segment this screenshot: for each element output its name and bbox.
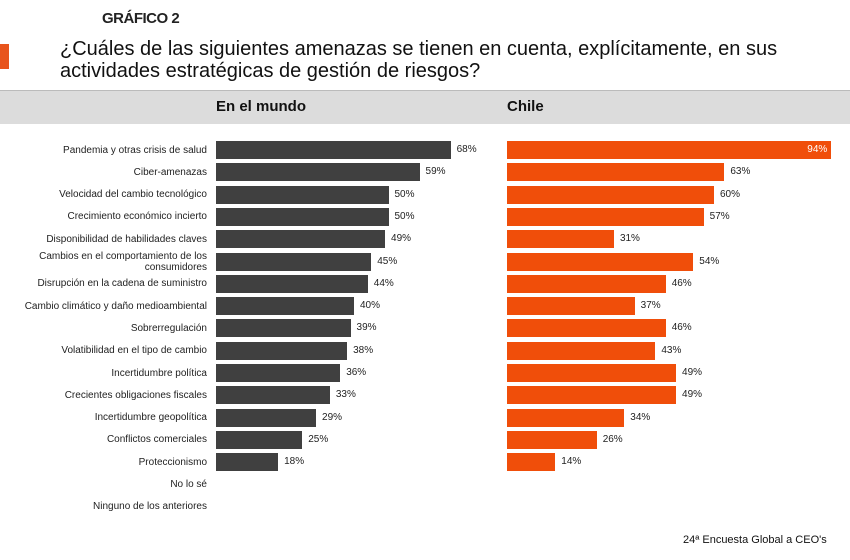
value-label-world: 44% <box>373 277 394 289</box>
bar-world <box>216 341 348 360</box>
value-label-world: 29% <box>322 411 343 423</box>
bar-world <box>216 364 341 382</box>
category-label: Ninguno de los anteriores <box>93 501 207 513</box>
category-label: Cambio climático y daño medioambiental <box>24 300 207 312</box>
bar-world <box>216 319 351 338</box>
bar-chile <box>507 141 832 159</box>
category-label: Conflictos comerciales <box>106 434 207 446</box>
bar-chile <box>507 207 704 226</box>
category-label: Sobrerregulación <box>130 322 207 334</box>
category-label: Volatibilidad en el tipo de cambio <box>61 345 207 357</box>
panel-title-world: En el mundo <box>216 98 306 115</box>
chart-question: ¿Cuáles de las siguientes amenazas se ti… <box>60 38 778 82</box>
bar-world <box>216 207 389 226</box>
category-label: Incertidumbre política <box>111 367 207 379</box>
bar-world <box>216 386 330 405</box>
value-label-chile: 54% <box>699 255 720 267</box>
value-label-chile: 57% <box>709 210 730 222</box>
category-label: Disrupción en la cadena de suministro <box>37 278 207 290</box>
bar-world <box>216 252 372 271</box>
category-label: Incertidumbre geopolítica <box>94 412 207 424</box>
bar-world <box>216 274 368 293</box>
category-label: Velocidad del cambio tecnológico <box>59 189 207 201</box>
bar-world <box>216 141 451 159</box>
category-label: No lo sé <box>170 479 207 490</box>
value-label-world: 68% <box>456 144 477 155</box>
bar-chile <box>507 386 677 405</box>
bar-chile <box>507 453 556 472</box>
chart-number: GRÁFICO 2 <box>102 10 180 27</box>
value-label-chile: 43% <box>661 344 682 356</box>
value-label-world: 59% <box>425 166 446 178</box>
value-label-world: 49% <box>391 233 412 245</box>
value-label-world: 50% <box>394 210 415 222</box>
bar-world <box>216 230 386 249</box>
bar-chile <box>507 252 694 271</box>
accent-marker <box>0 44 9 69</box>
bar-chile <box>507 163 725 182</box>
value-label-world: 25% <box>308 433 329 445</box>
category-label: Crecientes obligaciones fiscales <box>64 389 207 401</box>
value-label-chile: 46% <box>671 322 692 334</box>
category-label: Disponibilidad de habilidades claves <box>46 233 207 245</box>
category-label: Crecimiento económico incierto <box>67 211 207 223</box>
panel-title-chile: Chile <box>507 98 544 115</box>
category-label: Pandemia y otras crisis de salud <box>63 144 207 156</box>
category-label: Proteccionismo <box>138 456 207 468</box>
value-label-chile: 26% <box>602 433 623 445</box>
bar-world <box>216 163 420 182</box>
bar-chile <box>507 274 666 293</box>
value-label-world: 45% <box>377 255 398 267</box>
value-label-chile: 46% <box>671 277 692 289</box>
source-footer: 24ª Encuesta Global a CEO's <box>683 534 827 546</box>
bar-chile <box>507 230 614 249</box>
bar-chile <box>507 408 625 427</box>
bar-chile <box>507 430 597 449</box>
bar-chile <box>507 185 714 204</box>
category-label: Ciber-amenazas <box>133 166 207 178</box>
bar-chile <box>507 319 666 338</box>
value-label-chile: 34% <box>630 411 651 423</box>
value-label-world: 50% <box>394 188 415 200</box>
value-label-chile: 94% <box>807 144 828 155</box>
value-label-chile: 37% <box>640 300 661 312</box>
value-label-chile: 63% <box>730 166 751 178</box>
value-label-world: 18% <box>284 456 305 468</box>
value-label-world: 39% <box>356 322 377 334</box>
panel-header-band <box>0 90 850 124</box>
value-label-chile: 14% <box>561 456 582 468</box>
bar-world <box>216 453 279 472</box>
value-label-chile: 60% <box>720 188 741 200</box>
value-label-world: 38% <box>353 344 374 356</box>
bar-world <box>216 297 354 316</box>
bar-world <box>216 430 303 449</box>
value-label-world: 40% <box>360 300 381 312</box>
bar-chile <box>507 341 656 360</box>
category-label: Cambios en el comportamiento de los cons… <box>39 250 207 273</box>
value-label-chile: 31% <box>619 233 640 245</box>
value-label-chile: 49% <box>682 367 703 378</box>
bar-world <box>216 408 317 427</box>
value-label-world: 36% <box>346 367 367 378</box>
bar-chile <box>507 297 635 316</box>
bar-world <box>216 185 389 204</box>
bar-chile <box>507 364 677 382</box>
value-label-world: 33% <box>335 389 356 401</box>
value-label-chile: 49% <box>682 389 703 401</box>
